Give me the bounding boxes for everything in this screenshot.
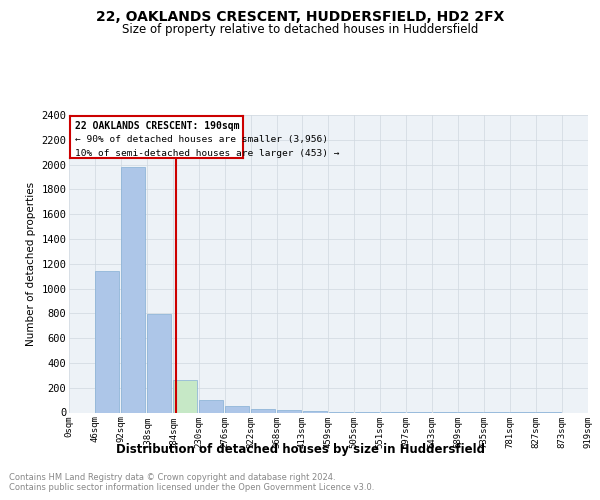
- Bar: [95, 271, 119, 412]
- Bar: [277, 410, 301, 412]
- Bar: [225, 406, 250, 412]
- Text: 22, OAKLANDS CRESCENT, HUDDERSFIELD, HD2 2FX: 22, OAKLANDS CRESCENT, HUDDERSFIELD, HD2…: [96, 10, 504, 24]
- Bar: [251, 409, 275, 412]
- Text: 10% of semi-detached houses are larger (453) →: 10% of semi-detached houses are larger (…: [76, 150, 340, 158]
- Text: Contains public sector information licensed under the Open Government Licence v3: Contains public sector information licen…: [9, 484, 374, 492]
- Text: ← 90% of detached houses are smaller (3,956): ← 90% of detached houses are smaller (3,…: [76, 134, 328, 143]
- Text: 22 OAKLANDS CRESCENT: 190sqm: 22 OAKLANDS CRESCENT: 190sqm: [76, 120, 240, 130]
- Bar: [302, 411, 327, 412]
- Bar: [199, 400, 223, 412]
- Text: Contains HM Land Registry data © Crown copyright and database right 2024.: Contains HM Land Registry data © Crown c…: [9, 472, 335, 482]
- Bar: [148, 314, 172, 412]
- Text: Distribution of detached houses by size in Huddersfield: Distribution of detached houses by size …: [115, 442, 485, 456]
- Bar: [173, 380, 197, 412]
- Text: Size of property relative to detached houses in Huddersfield: Size of property relative to detached ho…: [122, 22, 478, 36]
- Y-axis label: Number of detached properties: Number of detached properties: [26, 182, 35, 346]
- Bar: [121, 167, 145, 412]
